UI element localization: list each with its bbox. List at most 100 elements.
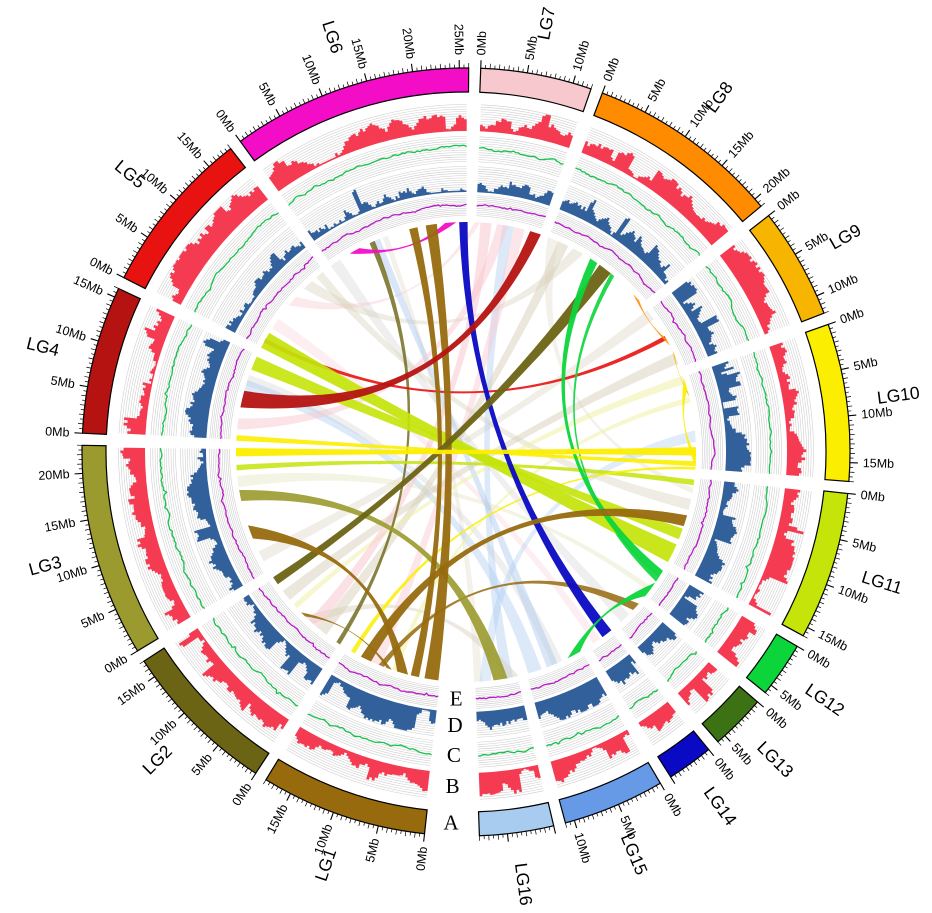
tick-LG12-3.5 xyxy=(779,673,783,677)
track-D-histogram-LG12 xyxy=(669,584,705,626)
tick-LG9-5 xyxy=(794,249,803,255)
tick-LG3-12.5 xyxy=(89,542,94,545)
tick-LG8-1 xyxy=(610,91,614,97)
tick-LG4-8.5 xyxy=(91,353,95,355)
tick-LG4-10 xyxy=(90,338,99,342)
tick-LG4-5 xyxy=(79,384,88,388)
track-D-histogram-LG10 xyxy=(711,361,751,472)
tick-LG5-14 xyxy=(198,169,203,174)
tick-LG3-9.5 xyxy=(97,569,101,572)
tick-LG11-13 xyxy=(815,610,821,614)
link-LG10-LG10 xyxy=(682,378,696,467)
tick-LG11-10.5 xyxy=(824,588,829,591)
tick-LG1-1 xyxy=(414,832,416,838)
tick-LG11-1.5 xyxy=(845,507,850,509)
tick-LG16-4 xyxy=(516,832,518,838)
tick-LG8-15 xyxy=(721,159,728,167)
link-LG1-LG3 xyxy=(248,525,409,675)
tick-LG6-1 xyxy=(244,131,249,137)
tick-LG9-4.5 xyxy=(792,248,796,251)
tick-LG4-8 xyxy=(88,357,94,360)
track-C-line-LG14 xyxy=(629,689,659,710)
track-E-line-LG13 xyxy=(629,612,653,639)
track-C-line-LG16 xyxy=(478,747,534,757)
tick-label-LG10-5: 5Mb xyxy=(852,355,879,374)
tick-LG2-5.5 xyxy=(212,742,215,746)
tick-label-LG10-15: 15Mb xyxy=(863,456,895,471)
tick-LG2-6.5 xyxy=(204,735,208,739)
tick-LG4-6 xyxy=(84,376,90,378)
tick-LG4-13.5 xyxy=(105,308,110,311)
tick-LG9-1.5 xyxy=(776,224,781,228)
tick-LG15-4 xyxy=(626,800,630,806)
tick-LG8-18.5 xyxy=(745,185,749,189)
track-E-line-LG2 xyxy=(258,587,330,659)
tick-LG7-11 xyxy=(581,81,584,87)
tick-LG8-11 xyxy=(692,137,697,143)
tick-LG8-4 xyxy=(636,103,640,109)
tick-LG13-5 xyxy=(724,735,731,742)
tick-LG6-0 xyxy=(235,134,241,142)
tick-LG11-14.5 xyxy=(809,623,813,626)
tick-LG6-19.5 xyxy=(407,68,409,73)
tick-LG1-15.5 xyxy=(284,791,287,795)
link-ribbons xyxy=(236,222,696,682)
tick-LG2-2.5 xyxy=(234,759,237,763)
tick-LG13-3.5 xyxy=(734,725,738,729)
tick-LG4-9.5 xyxy=(93,344,98,346)
tick-LG6-18 xyxy=(392,69,395,75)
track-B-histogram-LG15 xyxy=(550,729,631,783)
tick-LG8-4.5 xyxy=(640,106,643,111)
track-D-histogram-LG16 xyxy=(476,705,528,730)
tick-LG4-12 xyxy=(99,321,105,324)
tick-LG8-3 xyxy=(627,99,631,105)
tick-LG6-13 xyxy=(346,81,349,87)
track-D-histogram-LG11 xyxy=(694,481,739,585)
tick-LG8-19 xyxy=(748,188,753,193)
tick-label-LG4-5: 5Mb xyxy=(50,373,76,391)
segment-LG14 xyxy=(657,730,710,778)
track-C-line-LG4 xyxy=(161,324,193,436)
tick-LG8-8 xyxy=(669,121,673,127)
segment-LG1 xyxy=(265,758,428,835)
track-E-line-LG7 xyxy=(476,204,546,218)
tick-LG7-9 xyxy=(563,75,566,81)
tick-LG10-4.5 xyxy=(839,363,844,366)
tick-LG1-5 xyxy=(375,825,379,834)
tick-label-LG3-20: 20Mb xyxy=(38,467,70,483)
track-E-line-LG8 xyxy=(554,221,656,294)
tick-LG4-7 xyxy=(86,366,92,369)
link-LG12-LG15 xyxy=(567,582,656,659)
track-D-histogram-LG6 xyxy=(307,186,467,241)
tick-LG3-14 xyxy=(84,528,90,531)
segment-LG3 xyxy=(81,444,159,652)
track-C-line-LG13 xyxy=(666,651,698,682)
tick-LG2-7.5 xyxy=(198,729,201,733)
tick-LG3-9 xyxy=(97,574,103,577)
tick-LG3-3.5 xyxy=(118,621,122,625)
tick-LG3-11.5 xyxy=(91,551,96,554)
tick-LG5-15 xyxy=(203,160,210,167)
tick-LG5-8.5 xyxy=(164,208,168,212)
tick-LG2-13 xyxy=(161,691,167,695)
tick-LG14-4 xyxy=(678,771,682,777)
track-B-histogram-LG6 xyxy=(268,114,467,192)
tick-LG1-10.5 xyxy=(327,810,330,815)
tick-LG2-15.5 xyxy=(148,672,153,676)
tick-LG15-6.5 xyxy=(605,809,608,814)
tick-LG14-1 xyxy=(701,755,705,760)
tick-LG5-9 xyxy=(166,203,171,208)
tick-LG6-12 xyxy=(337,84,341,90)
tick-LG9-9.5 xyxy=(814,289,819,292)
tick-LG3-0 xyxy=(130,650,138,656)
tick-LG4-15 xyxy=(107,293,115,298)
tick-LG8-18 xyxy=(741,181,747,186)
tick-LG9-11.5 xyxy=(822,307,826,310)
tick-LG16-0.5 xyxy=(548,826,551,831)
tick-LG11-7.5 xyxy=(833,562,838,564)
tick-LG11-12 xyxy=(819,601,825,605)
track-C-line-LG2 xyxy=(212,617,299,707)
tick-LG9-3.5 xyxy=(787,240,791,243)
tick-LG9-0 xyxy=(768,210,776,217)
tick-LG13-2.5 xyxy=(741,718,745,722)
